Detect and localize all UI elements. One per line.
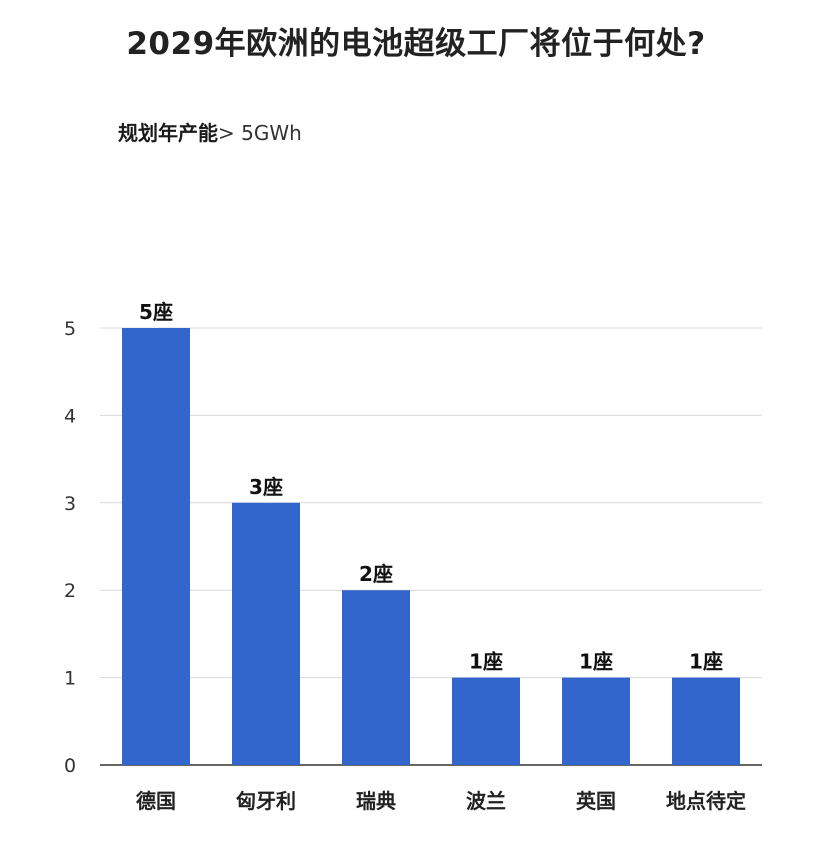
subtitle-normal: > 5GWh xyxy=(218,121,302,145)
x-tick-label: 瑞典 xyxy=(356,789,396,813)
y-tick-label: 5 xyxy=(64,318,76,340)
grid-layer xyxy=(100,327,762,766)
x-tick-label: 匈牙利 xyxy=(236,789,296,813)
data-label: 5座 xyxy=(139,300,173,324)
y-tick-label: 3 xyxy=(64,493,76,515)
x-tick-label: 英国 xyxy=(576,789,616,813)
bar xyxy=(452,677,520,765)
x-tick-label: 地点待定 xyxy=(666,789,746,813)
y-tick-label: 2 xyxy=(64,580,76,602)
chart-title: 2029年欧洲的电池超级工厂将位于何处? xyxy=(126,26,706,62)
bar xyxy=(232,502,300,765)
bar xyxy=(342,590,410,765)
bar xyxy=(122,328,190,765)
x-tick-label: 波兰 xyxy=(466,789,506,813)
data-label: 1座 xyxy=(689,650,723,674)
subtitle-bold: 规划年产能 xyxy=(118,121,218,145)
data-label: 3座 xyxy=(249,475,283,499)
y-tick-label: 4 xyxy=(64,405,76,427)
data-label: 1座 xyxy=(469,650,503,674)
data-label: 2座 xyxy=(359,562,393,586)
x-tick-label: 德国 xyxy=(136,789,176,813)
bars-layer xyxy=(122,328,740,765)
data-label: 1座 xyxy=(579,650,613,674)
bar xyxy=(562,677,630,765)
y-tick-label: 1 xyxy=(64,668,76,690)
y-tick-label: 0 xyxy=(64,755,76,777)
bar xyxy=(672,677,740,765)
chart-subtitle: 规划年产能> 5GWh xyxy=(118,117,302,146)
